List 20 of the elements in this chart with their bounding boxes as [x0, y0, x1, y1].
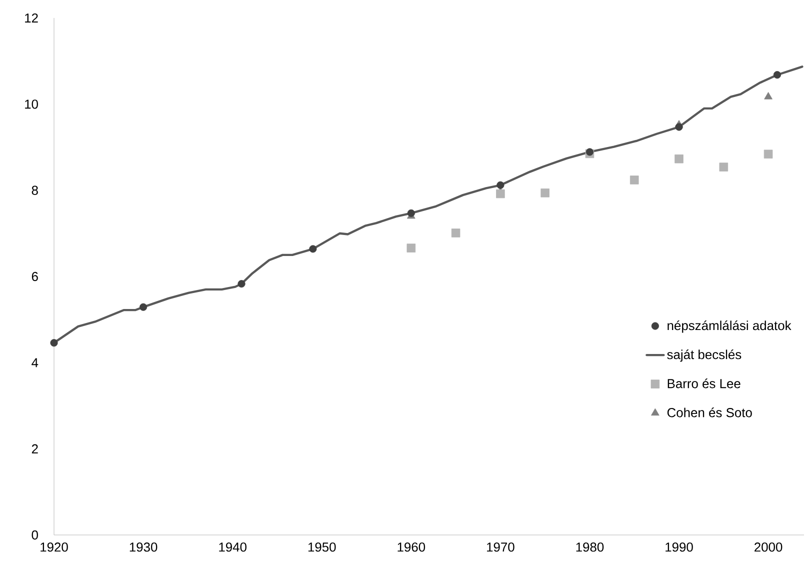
legend-label: Barro és Lee: [668, 378, 740, 388]
legend-label: népszámlálási adatok: [668, 320, 792, 333]
x-tick-label: 1970: [487, 542, 514, 552]
y-tick-label: 0: [32, 530, 38, 540]
legend-label: saját becslés: [667, 350, 742, 362]
x-tick-label: 2000: [754, 542, 782, 552]
x-tick-label: 1960: [398, 542, 426, 552]
y-tick-label: 12: [25, 13, 38, 23]
x-tick-label: 1990: [666, 542, 693, 552]
x-tick-label: 1930: [130, 542, 158, 552]
x-tick-label: 1920: [40, 542, 68, 552]
x-tick-label: 1950: [308, 542, 336, 552]
y-tick-label: 8: [32, 186, 38, 195]
y-tick-label: 2: [32, 444, 38, 454]
x-tick-label: 1980: [576, 542, 604, 552]
legend-label: Cohen és Soto: [667, 408, 752, 418]
y-tick-label: 4: [32, 358, 38, 368]
x-tick-label: 1940: [219, 542, 246, 552]
y-tick-label: 6: [32, 272, 38, 282]
y-tick-label: 10: [25, 100, 38, 109]
